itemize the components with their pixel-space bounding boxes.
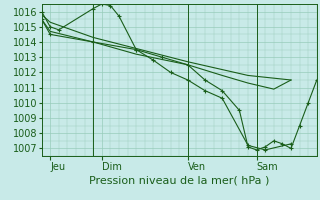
X-axis label: Pression niveau de la mer( hPa ): Pression niveau de la mer( hPa ) [89, 176, 269, 186]
